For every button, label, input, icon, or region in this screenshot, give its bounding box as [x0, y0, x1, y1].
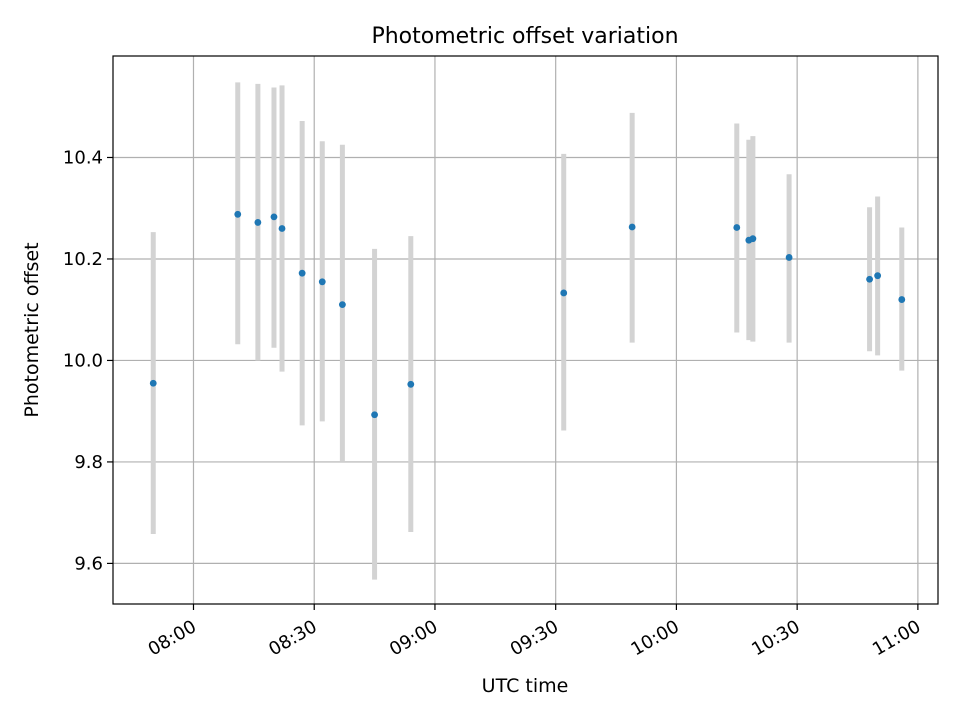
data-point: [278, 225, 286, 232]
x-tick-label: 09:00: [386, 616, 441, 660]
data-point: [628, 223, 636, 231]
data-point: [866, 275, 873, 283]
data-point: [371, 411, 378, 419]
y-tick-label: 9.8: [74, 452, 103, 473]
y-tick-label: 9.6: [74, 553, 103, 574]
data-point: [270, 213, 278, 221]
data-point: [318, 278, 326, 286]
plot-area-frame: [112, 55, 939, 605]
data-point: [234, 210, 242, 218]
x-axis-ticks: 08:00 08:30 09:00 09:30 10:00 10:30 11:00: [145, 604, 924, 660]
x-tick-label: 08:30: [265, 616, 320, 660]
x-tick-label: 10:00: [627, 616, 682, 660]
data-point: [749, 235, 757, 243]
data-point: [254, 219, 262, 226]
y-tick-label: 10.2: [63, 249, 103, 270]
data-point: [149, 379, 157, 387]
data-point: [560, 289, 568, 297]
data-point: [298, 269, 306, 277]
data-point: [338, 301, 346, 309]
data-points: [149, 210, 906, 419]
chart-title: Photometric offset variation: [371, 24, 678, 49]
data-point: [785, 254, 793, 261]
grid: [113, 56, 938, 604]
x-tick-label: 08:00: [145, 616, 200, 660]
x-tick-label: 09:30: [507, 616, 562, 660]
data-point: [407, 380, 415, 388]
data-point: [874, 272, 882, 280]
y-axis-ticks: 9.6 9.8 10.0 10.2 10.4: [63, 147, 113, 574]
y-axis-label: Photometric offset: [21, 242, 43, 417]
x-axis-label: UTC time: [482, 675, 569, 697]
y-tick-label: 10.0: [63, 350, 103, 371]
data-point: [733, 224, 741, 231]
y-tick-label: 10.4: [63, 147, 103, 168]
x-tick-label: 10:30: [748, 616, 803, 660]
x-tick-label: 11:00: [869, 616, 924, 660]
data-point: [898, 296, 906, 303]
